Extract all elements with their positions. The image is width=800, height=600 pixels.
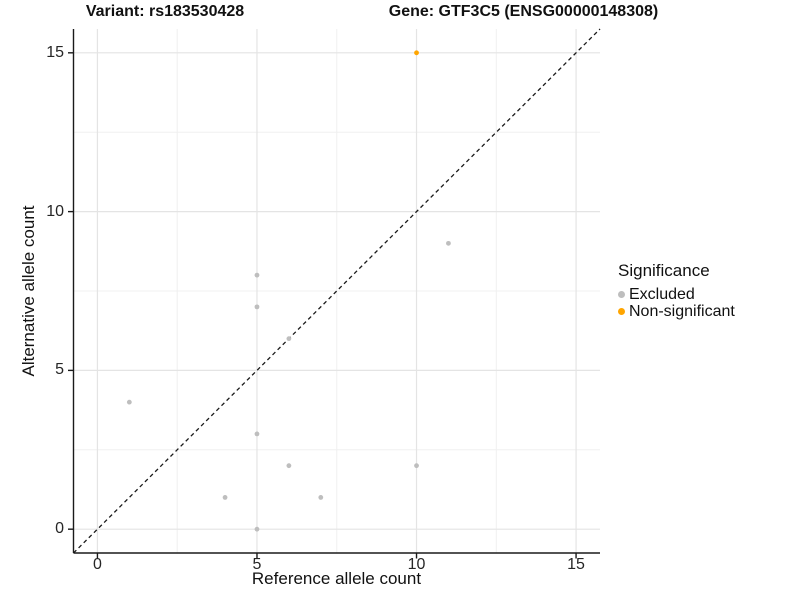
data-point-excluded (446, 240, 451, 246)
y-tick-label-15: 15 (46, 43, 64, 61)
data-point-excluded (254, 431, 260, 437)
data-point-excluded (126, 399, 132, 405)
legend-item-label: Non-significant (629, 302, 735, 320)
data-point-excluded (414, 463, 419, 469)
data-point-non-significant (414, 50, 419, 56)
legend-item-excluded: Excluded (618, 286, 735, 303)
data-point-excluded (318, 495, 324, 500)
x-tick-label-0: 0 (92, 556, 102, 573)
legend-item-non-significant: Non-significant (618, 303, 735, 320)
y-tick-label-10: 10 (46, 202, 64, 220)
plot-title-gene: Gene: GTF3C5 (ENSG00000148308) (388, 3, 659, 20)
data-point-excluded (254, 526, 260, 532)
legend-item-label: Excluded (629, 285, 695, 303)
data-point-excluded (286, 463, 292, 469)
data-point-excluded (222, 495, 228, 500)
data-point-excluded (254, 272, 260, 278)
x-tick-label-5: 5 (252, 556, 262, 573)
y-axis-label: Alternative allele count (19, 205, 38, 377)
legend: Significance Excluded Non-significant (618, 261, 735, 320)
non-significant-dot-icon (618, 308, 625, 315)
legend-title: Significance (618, 261, 710, 280)
identity-line (73, 28, 601, 554)
y-tick-label-5: 5 (55, 361, 64, 379)
x-tick-label-10: 10 (407, 556, 426, 573)
excluded-dot-icon (618, 291, 625, 298)
x-axis-label: Reference allele count (251, 569, 422, 588)
plot-title-variant: Variant: rs183530428 (85, 3, 245, 20)
x-tick-label-15: 15 (567, 556, 585, 573)
data-point-excluded (286, 336, 292, 342)
data-point-excluded (254, 304, 260, 310)
y-tick-label-0: 0 (55, 520, 64, 538)
